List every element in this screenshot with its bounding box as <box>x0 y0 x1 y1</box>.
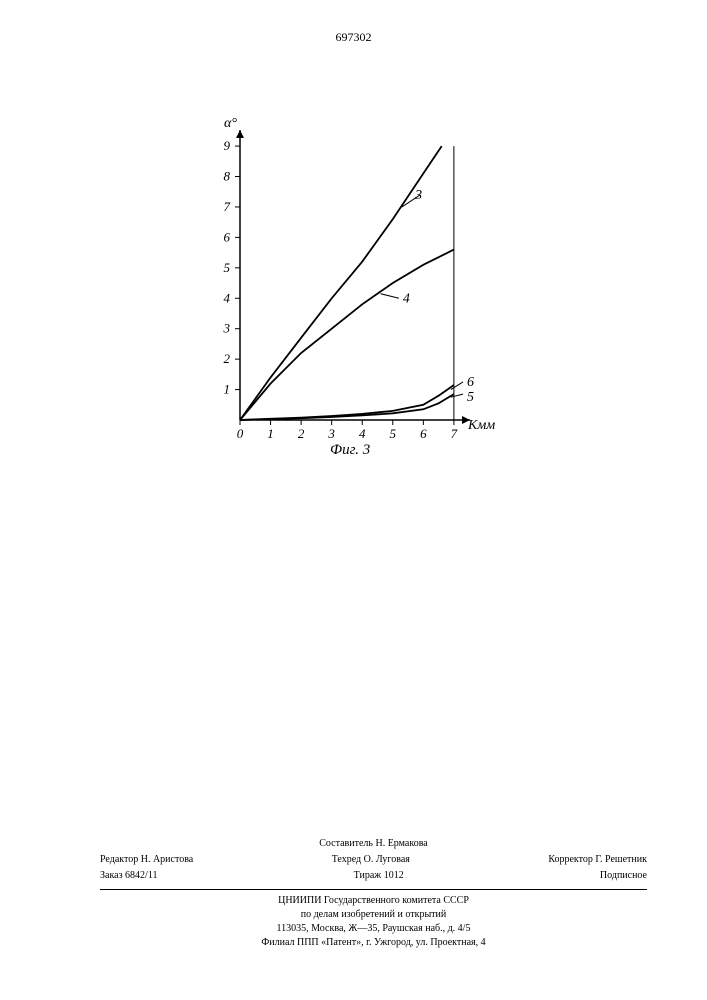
figure-label: Фиг. 3 <box>330 442 370 459</box>
svg-text:4: 4 <box>359 426 366 441</box>
svg-text:4: 4 <box>403 291 410 306</box>
svg-text:4: 4 <box>224 290 231 305</box>
svg-text:7: 7 <box>451 426 458 441</box>
svg-text:8: 8 <box>224 169 231 184</box>
svg-text:3: 3 <box>327 426 335 441</box>
svg-text:0: 0 <box>237 426 244 441</box>
chart-figure-3: 012345671234567893456 α° Kмм Фиг. 3 <box>200 120 500 460</box>
svg-text:3: 3 <box>223 321 231 336</box>
footer-addr2: Филиал ППП «Патент», г. Ужгород, ул. Про… <box>100 936 647 950</box>
svg-text:5: 5 <box>390 426 397 441</box>
svg-text:9: 9 <box>224 138 231 153</box>
svg-text:5: 5 <box>467 390 474 405</box>
svg-text:2: 2 <box>298 426 305 441</box>
footer-addr1: 113035, Москва, Ж—35, Раушская наб., д. … <box>100 922 647 936</box>
chart-svg: 012345671234567893456 <box>200 120 500 460</box>
x-axis-unit: Kмм <box>468 418 495 434</box>
footer-org1: ЦНИИПИ Государственного комитета СССР <box>100 894 647 908</box>
footer-tirazh: Тираж 1012 <box>354 869 404 883</box>
svg-text:2: 2 <box>224 351 231 366</box>
svg-text:6: 6 <box>467 375 474 390</box>
svg-text:3: 3 <box>414 188 422 203</box>
svg-text:6: 6 <box>224 229 231 244</box>
svg-text:6: 6 <box>420 426 427 441</box>
svg-text:7: 7 <box>224 199 231 214</box>
svg-text:5: 5 <box>224 260 231 275</box>
footer-techred: Техред О. Луговая <box>332 853 410 867</box>
svg-text:1: 1 <box>224 382 231 397</box>
footer-compiler: Составитель Н. Ермакова <box>100 837 647 851</box>
footer-subscription: Подписное <box>600 869 647 883</box>
footer-block: Составитель Н. Ермакова Редактор Н. Арис… <box>100 837 647 950</box>
footer-editor: Редактор Н. Аристова <box>100 853 193 867</box>
footer-corrector: Корректор Г. Решетник <box>548 853 647 867</box>
svg-text:1: 1 <box>267 426 274 441</box>
y-axis-label: α° <box>224 116 237 132</box>
footer-org2: по делам изобретений и открытий <box>100 908 647 922</box>
doc-number: 697302 <box>0 30 707 45</box>
footer-divider <box>100 889 647 890</box>
footer-order: Заказ 6842/11 <box>100 869 157 883</box>
